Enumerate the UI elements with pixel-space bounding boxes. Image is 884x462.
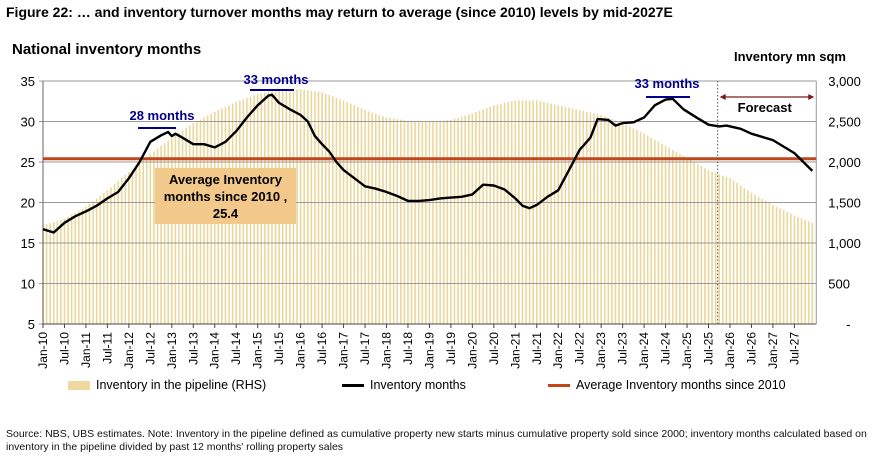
legend-label: Average Inventory months since 2010 bbox=[576, 378, 786, 392]
x-tick-label: Jul-15 bbox=[272, 332, 286, 365]
right-axis-title: Inventory mn sqm bbox=[734, 49, 846, 64]
x-tick-label: Jul-22 bbox=[573, 332, 587, 365]
x-tick-label: Jul-14 bbox=[229, 332, 243, 365]
x-tick-label: Jul-11 bbox=[100, 332, 114, 364]
x-tick-label: Jul-17 bbox=[358, 332, 372, 365]
legend-swatch-pipeline bbox=[68, 380, 90, 390]
average-annotation-box: Average Inventory months since 2010 , 25… bbox=[155, 168, 296, 224]
peak-label: 33 months bbox=[634, 76, 699, 91]
x-tick-label: Jan-17 bbox=[337, 332, 351, 369]
x-tick-label: Jul-25 bbox=[702, 332, 716, 365]
x-tick-label: Jan-16 bbox=[294, 332, 308, 369]
y-left-tick-label: 35 bbox=[21, 74, 35, 89]
x-tick-label: Jan-12 bbox=[122, 332, 136, 369]
x-tick-label: Jan-27 bbox=[766, 332, 780, 369]
x-tick-label: Jul-10 bbox=[57, 332, 71, 365]
legend-label: Inventory in the pipeline (RHS) bbox=[96, 378, 267, 392]
x-tick-label: Jan-18 bbox=[379, 332, 393, 369]
inventory-months-line bbox=[42, 93, 814, 234]
x-tick-label: Jan-10 bbox=[36, 332, 50, 369]
y-right-tick-label: - bbox=[846, 317, 850, 332]
legend-swatch-months bbox=[342, 383, 364, 387]
legend-item-pipeline: Inventory in the pipeline (RHS) bbox=[68, 378, 266, 392]
x-tick-label: Jan-21 bbox=[508, 332, 522, 369]
x-tick-label: Jul-13 bbox=[186, 332, 200, 365]
legend-swatch-average bbox=[548, 383, 570, 387]
x-tick-label: Jan-19 bbox=[422, 332, 436, 369]
x-tick-label: Jul-21 bbox=[530, 332, 544, 365]
x-tick-label: Jul-27 bbox=[787, 332, 801, 365]
x-tick-label: Jan-15 bbox=[251, 332, 265, 369]
x-tick-label: Jan-25 bbox=[680, 332, 694, 369]
x-tick-label: Jan-13 bbox=[165, 332, 179, 369]
y-left-tick-label: 25 bbox=[21, 155, 35, 170]
x-tick-label: Jan-11 bbox=[79, 332, 93, 368]
legend-item-inventory-months: Inventory months bbox=[342, 378, 466, 392]
x-tick-label: Jul-23 bbox=[616, 332, 630, 365]
x-tick-label: Jan-26 bbox=[723, 332, 737, 369]
y-left-tick-label: 30 bbox=[21, 115, 35, 130]
y-right-tick-label: 2,000 bbox=[828, 155, 861, 170]
y-left-tick-label: 20 bbox=[21, 196, 35, 211]
x-tick-label: Jan-20 bbox=[465, 332, 479, 369]
y-right-tick-label: 1,500 bbox=[828, 196, 861, 211]
x-tick-label: Jul-26 bbox=[744, 332, 758, 365]
peak-label: 33 months bbox=[243, 72, 308, 87]
x-tick-label: Jul-12 bbox=[143, 332, 157, 365]
legend-item-average: Average Inventory months since 2010 bbox=[548, 378, 786, 392]
y-left-tick-label: 5 bbox=[28, 317, 35, 332]
x-tick-label: Jul-18 bbox=[401, 332, 415, 365]
x-tick-label: Jul-24 bbox=[659, 332, 673, 365]
figure-title: Figure 22: … and inventory turnover mont… bbox=[6, 4, 673, 20]
y-left-tick-label: 10 bbox=[21, 277, 35, 292]
peak-label: 28 months bbox=[129, 108, 194, 123]
x-tick-label: Jan-24 bbox=[637, 332, 651, 369]
x-tick-label: Jan-23 bbox=[594, 332, 608, 369]
x-tick-label: Jan-14 bbox=[208, 332, 222, 369]
footnote: Source: NBS, UBS estimates. Note: Invent… bbox=[6, 428, 867, 453]
y-right-tick-label: 2,500 bbox=[828, 115, 861, 130]
x-tick-label: Jul-19 bbox=[444, 332, 458, 365]
x-tick-label: Jan-22 bbox=[551, 332, 565, 369]
forecast-label: Forecast bbox=[738, 100, 793, 115]
x-tick-label: Jul-20 bbox=[487, 332, 501, 365]
y-right-tick-label: 3,000 bbox=[828, 74, 861, 89]
y-right-tick-label: 1,000 bbox=[828, 236, 861, 251]
left-axis-title: National inventory months bbox=[12, 41, 202, 58]
y-left-tick-label: 15 bbox=[21, 236, 35, 251]
x-tick-label: Jul-16 bbox=[315, 332, 329, 365]
legend-label: Inventory months bbox=[370, 378, 466, 392]
y-right-tick-label: 500 bbox=[828, 277, 850, 292]
